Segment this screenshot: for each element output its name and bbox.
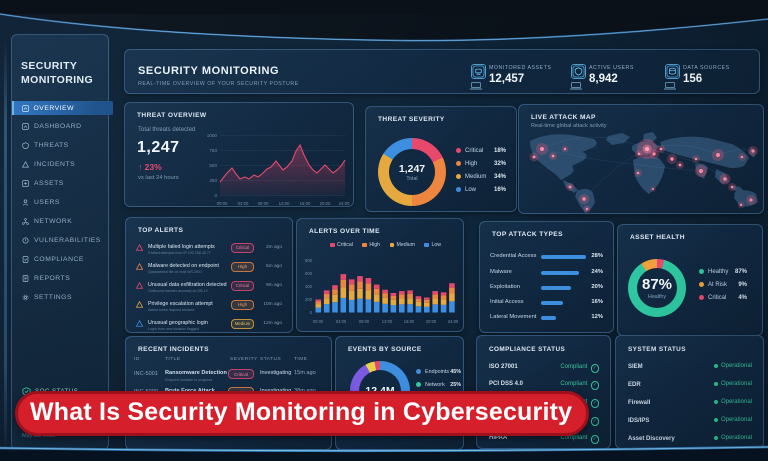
svg-text:20:00: 20:00 <box>426 319 437 324</box>
svg-text:600: 600 <box>305 271 313 276</box>
svg-text:750: 750 <box>209 148 217 153</box>
svg-text:00:00: 00:00 <box>313 319 324 324</box>
svg-text:500: 500 <box>209 163 217 168</box>
svg-text:08:00: 08:00 <box>359 319 370 324</box>
svg-text:08:00: 08:00 <box>258 201 269 206</box>
svg-text:04:00: 04:00 <box>238 201 249 206</box>
svg-text:16:00: 16:00 <box>404 319 415 324</box>
svg-text:800: 800 <box>305 258 313 263</box>
svg-text:1000: 1000 <box>207 133 218 138</box>
svg-text:200: 200 <box>305 297 313 302</box>
svg-text:24:00: 24:00 <box>448 319 459 324</box>
svg-text:20:00: 20:00 <box>320 201 331 206</box>
svg-text:250: 250 <box>209 178 217 183</box>
svg-text:12:00: 12:00 <box>382 319 393 324</box>
svg-text:0: 0 <box>214 193 217 198</box>
svg-text:0: 0 <box>310 310 313 315</box>
svg-text:16:00: 16:00 <box>300 201 311 206</box>
svg-text:04:00: 04:00 <box>336 319 347 324</box>
svg-text:400: 400 <box>305 284 313 289</box>
svg-text:12:00: 12:00 <box>279 201 290 206</box>
svg-text:24:00: 24:00 <box>339 201 350 206</box>
svg-text:00:00: 00:00 <box>217 201 228 206</box>
